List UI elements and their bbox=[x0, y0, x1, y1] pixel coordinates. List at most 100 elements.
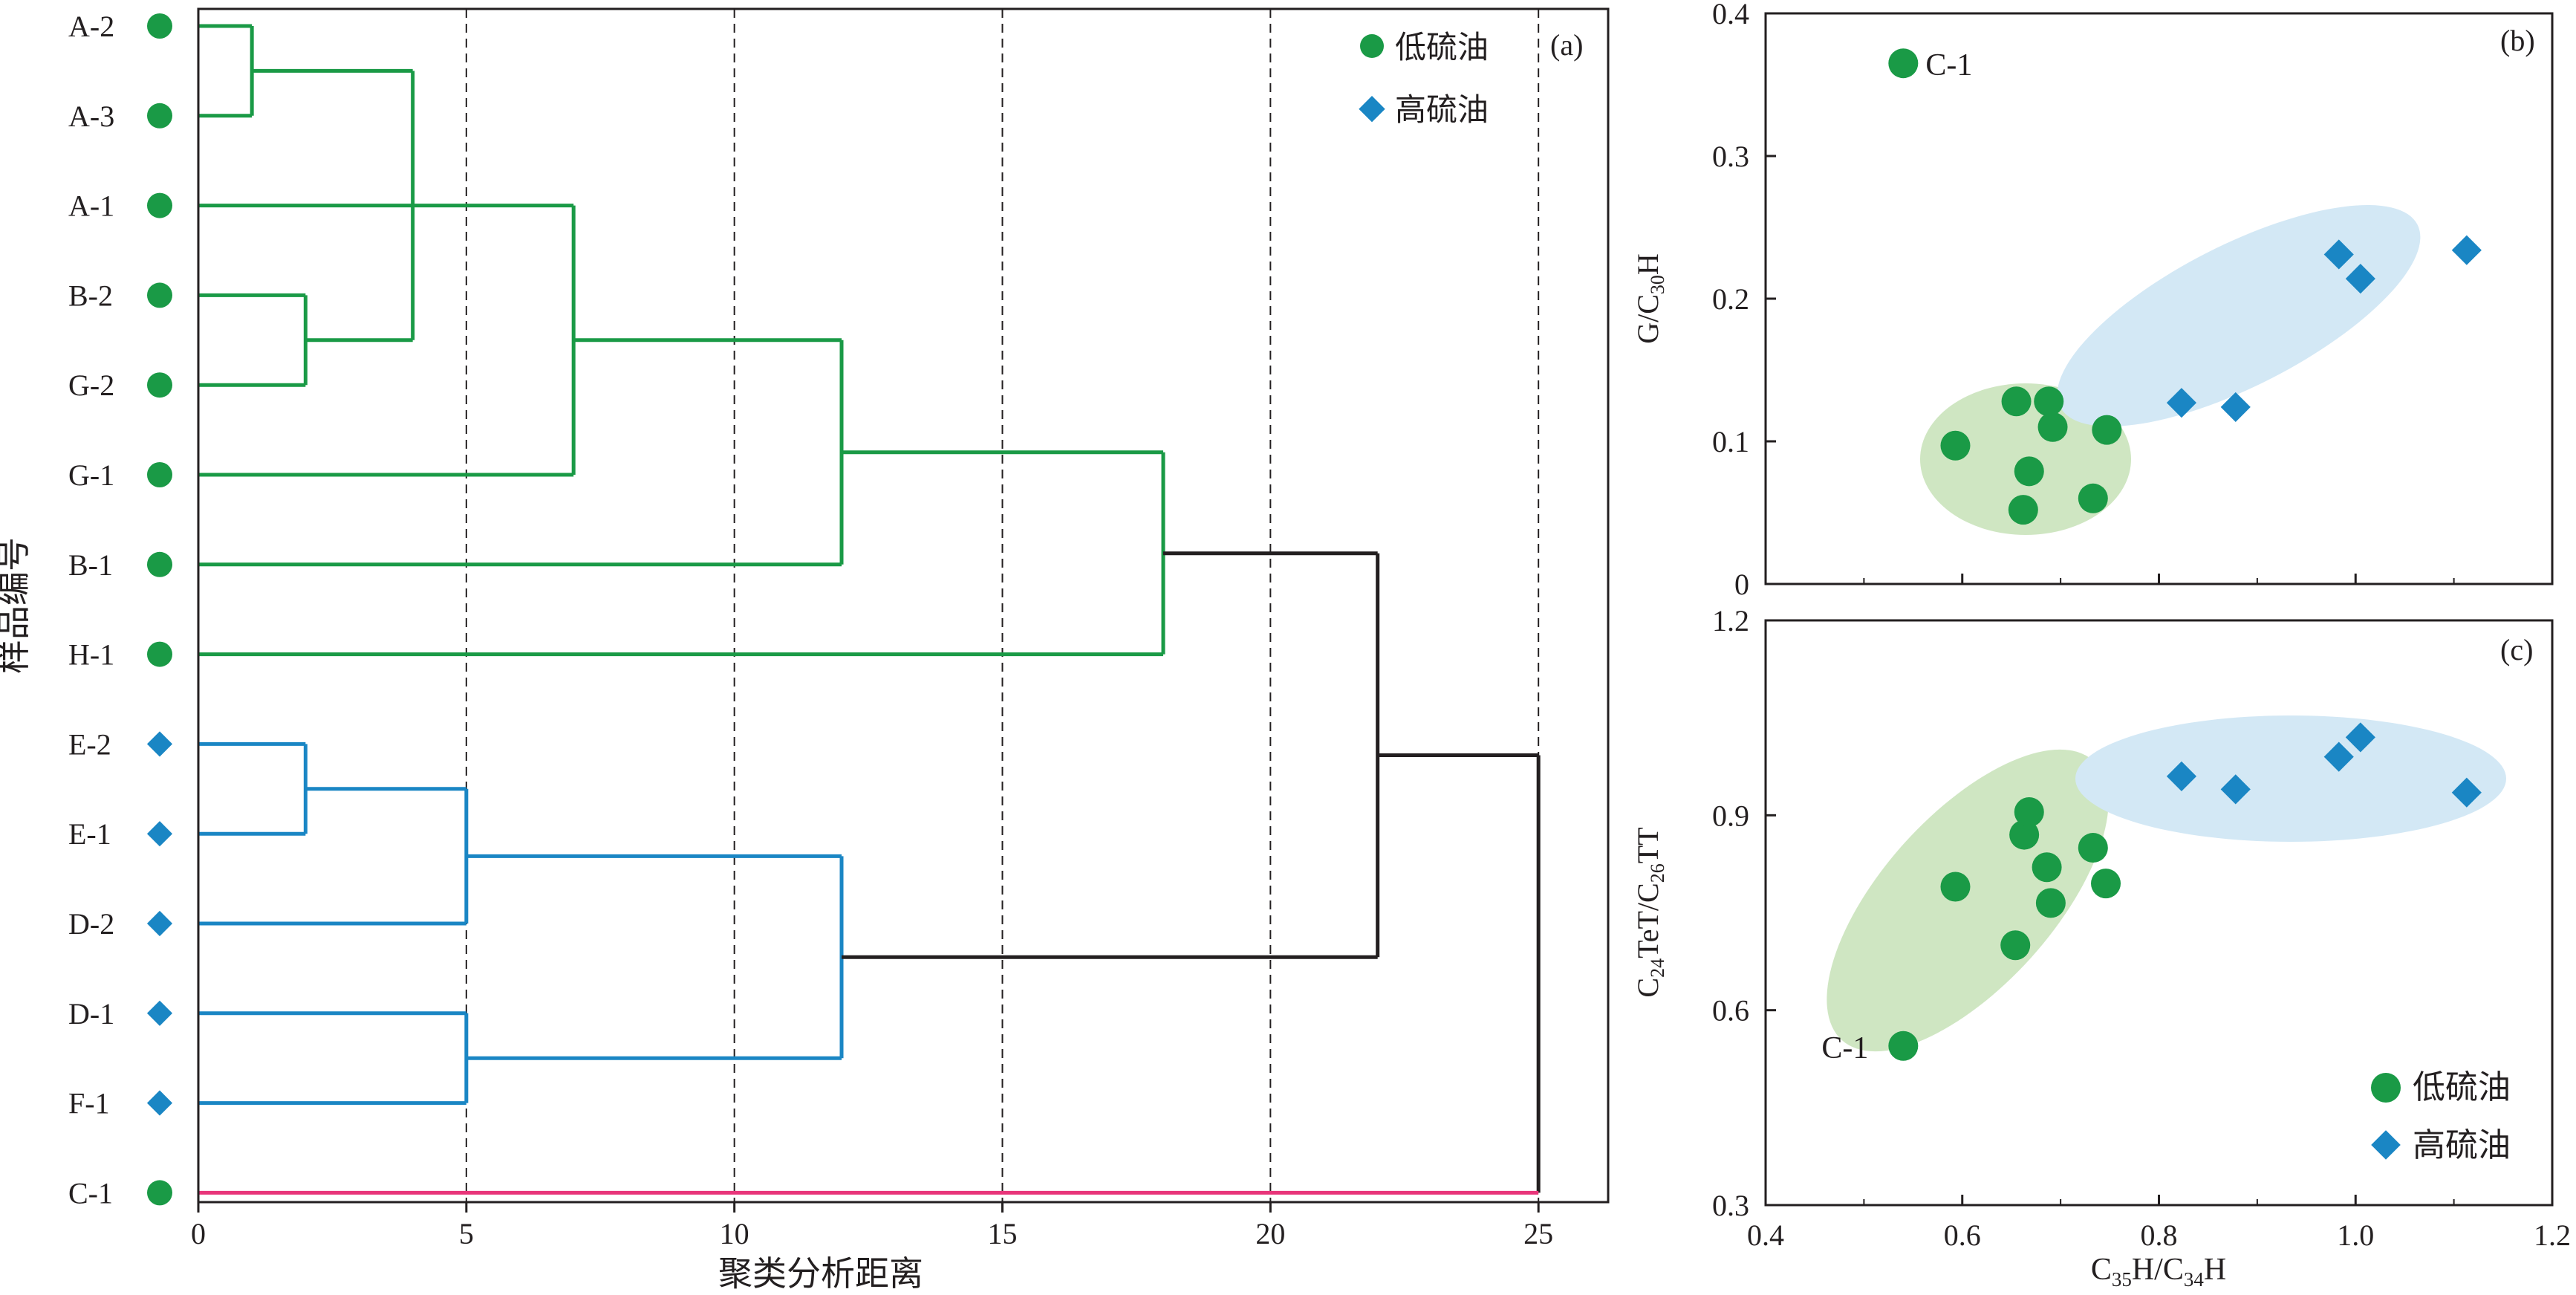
ylabel-TeT-C: TeT/C bbox=[1631, 883, 1665, 958]
sample-marker bbox=[147, 641, 172, 667]
sample-marker bbox=[147, 282, 172, 308]
dendrogram-x-ticks: 0 5 10 15 20 25 bbox=[191, 1202, 1553, 1250]
sample-label: H-1 bbox=[68, 638, 114, 672]
sample-label: F-1 bbox=[68, 1087, 110, 1120]
sample-label: E-1 bbox=[68, 817, 111, 851]
xlabel-H: H bbox=[2204, 1253, 2226, 1287]
panel-c-point-label-c1: C-1 bbox=[1821, 1031, 1868, 1065]
sample-marker bbox=[146, 821, 173, 847]
data-point bbox=[1940, 430, 1971, 461]
panel-c-ticks: 0.4 0.6 0.8 1.0 1.2 0.3 0.6 0.9 1.2 bbox=[1712, 604, 2571, 1252]
ylabel-sub-26: 26 bbox=[1647, 863, 1668, 883]
data-point bbox=[2008, 495, 2038, 525]
dendrogram-x-tick-label: 0 bbox=[191, 1217, 206, 1250]
data-point bbox=[2323, 239, 2354, 270]
dendrogram-x-axis-title: 聚类分析距离 bbox=[718, 1253, 923, 1294]
legend-high-sulfur-label: 高硫油 bbox=[1395, 91, 1489, 128]
sample-marker bbox=[146, 1090, 173, 1116]
panel-c-label: (c) bbox=[2500, 633, 2533, 666]
ylabel-TT: TT bbox=[1631, 827, 1665, 863]
ylabel-sub-30: 30 bbox=[1647, 275, 1668, 294]
legend-high-sulfur-marker bbox=[1359, 96, 1385, 123]
scatter-panel-c: 0.4 0.6 0.8 1.0 1.2 0.3 0.6 0.9 1.2 C-1 (c) C24T… bbox=[1631, 604, 2571, 1291]
sample-label: B-1 bbox=[68, 548, 113, 582]
legend-c-high-sulfur-marker bbox=[2371, 1130, 2401, 1160]
dendrogram-x-tick-label: 15 bbox=[988, 1217, 1018, 1250]
sample-label: A-1 bbox=[68, 189, 114, 223]
x-tick-label: 0.8 bbox=[2141, 1218, 2178, 1252]
data-point bbox=[2037, 412, 2068, 442]
sample-label: G-2 bbox=[68, 369, 114, 402]
y-tick-label: 0.3 bbox=[1712, 140, 1749, 173]
xlabel-H-C: H/C bbox=[2132, 1253, 2184, 1287]
sample-marker bbox=[147, 372, 172, 398]
sample-label: D-2 bbox=[68, 907, 114, 941]
low-sulfur-cluster-ellipse-c bbox=[1827, 749, 2109, 1052]
sample-label: G-1 bbox=[68, 458, 114, 492]
data-point bbox=[2014, 796, 2044, 827]
panel-b-label: (b) bbox=[2500, 24, 2535, 57]
y-tick-label: 0 bbox=[1734, 568, 1749, 601]
data-point bbox=[2092, 415, 2122, 445]
sample-marker bbox=[147, 551, 172, 577]
data-point bbox=[2009, 819, 2040, 850]
data-point bbox=[1888, 48, 1919, 79]
legend-c-high-sulfur-label: 高硫油 bbox=[2413, 1126, 2511, 1164]
ylabel-sub-24: 24 bbox=[1647, 958, 1668, 978]
data-point bbox=[2014, 456, 2044, 487]
y-tick-label: 1.2 bbox=[1712, 604, 1749, 637]
data-point bbox=[1940, 872, 1971, 902]
sample-labels: A-2 A-3 A-1 B-2 G-2 G-1 B-1 H-1 E-2 E-1 D-2 D-1 F-1 C… bbox=[68, 10, 114, 1210]
x-tick-label: 0.4 bbox=[1747, 1218, 1784, 1252]
y-tick-label: 0.3 bbox=[1712, 1189, 1749, 1222]
sample-label: C-1 bbox=[68, 1176, 113, 1210]
xlabel-sub-35: 35 bbox=[2112, 1268, 2132, 1291]
data-point bbox=[2035, 888, 2066, 918]
data-point bbox=[2034, 386, 2064, 417]
scatter-panel-b: 0 0.1 0.2 0.3 0.4 C-1 (b) G/C30H bbox=[1631, 0, 2554, 601]
data-point bbox=[2451, 235, 2482, 265]
y-tick-label: 0.6 bbox=[1712, 994, 1749, 1028]
sample-marker bbox=[147, 462, 172, 487]
x-tick-label: 0.6 bbox=[1944, 1218, 1981, 1252]
data-point bbox=[2078, 483, 2108, 513]
sample-label: E-2 bbox=[68, 727, 111, 761]
high-sulfur-cluster-ellipse-c bbox=[2075, 715, 2506, 842]
sample-marker bbox=[147, 1180, 172, 1206]
y-tick-label: 0.2 bbox=[1712, 282, 1749, 316]
dendrogram-y-axis-title: 样品编号 bbox=[0, 537, 33, 674]
dendrogram-x-tick-label: 10 bbox=[720, 1217, 749, 1250]
y-tick-label: 0.9 bbox=[1712, 799, 1749, 832]
data-point bbox=[1888, 1031, 1919, 1061]
sample-marker bbox=[147, 103, 172, 129]
x-tick-label: 1.2 bbox=[2534, 1218, 2571, 1252]
dendrogram-panel: 0 5 10 15 20 25 A-2 A-3 A-1 B-2 G-2 G-1 B-1 H-1 E-2 E-… bbox=[0, 7, 1610, 1294]
high-sulfur-cluster-ellipse-b bbox=[2057, 205, 2421, 426]
sample-label: A-2 bbox=[68, 10, 114, 43]
sample-marker bbox=[147, 192, 172, 218]
data-point bbox=[2323, 741, 2354, 772]
sample-label: B-2 bbox=[68, 279, 113, 312]
dendrogram-branches bbox=[198, 24, 1541, 1195]
data-point bbox=[2000, 930, 2031, 961]
sample-marker bbox=[146, 731, 173, 757]
dendrogram-gridlines bbox=[465, 9, 1540, 1202]
dendrogram-x-tick-label: 20 bbox=[1255, 1217, 1285, 1250]
xlabel-sub-34: 34 bbox=[2184, 1268, 2205, 1291]
panel-b-y-axis-title: G/C30H bbox=[1631, 253, 1668, 344]
data-point bbox=[2220, 774, 2251, 805]
dendrogram-legend: 低硫油 高硫油 bbox=[1359, 29, 1489, 128]
sample-label: A-3 bbox=[68, 100, 114, 133]
sample-markers bbox=[146, 13, 173, 1206]
data-point bbox=[2032, 852, 2062, 883]
panel-b-ticks: 0 0.1 0.2 0.3 0.4 bbox=[1712, 0, 2554, 601]
dendrogram-x-tick-label: 25 bbox=[1523, 1217, 1553, 1250]
dendrogram-panel-label: (a) bbox=[1550, 28, 1583, 62]
panel-c-y-axis-title: C24TeT/C26TT bbox=[1631, 827, 1668, 997]
dendrogram-plot-frame bbox=[197, 7, 1610, 1204]
data-point bbox=[2091, 869, 2121, 899]
panel-c-x-axis-title: C35H/C34H bbox=[2091, 1253, 2226, 1291]
dendrogram-x-tick-label: 5 bbox=[459, 1217, 474, 1250]
panel-c-legend: 低硫油 高硫油 bbox=[2371, 1068, 2511, 1164]
